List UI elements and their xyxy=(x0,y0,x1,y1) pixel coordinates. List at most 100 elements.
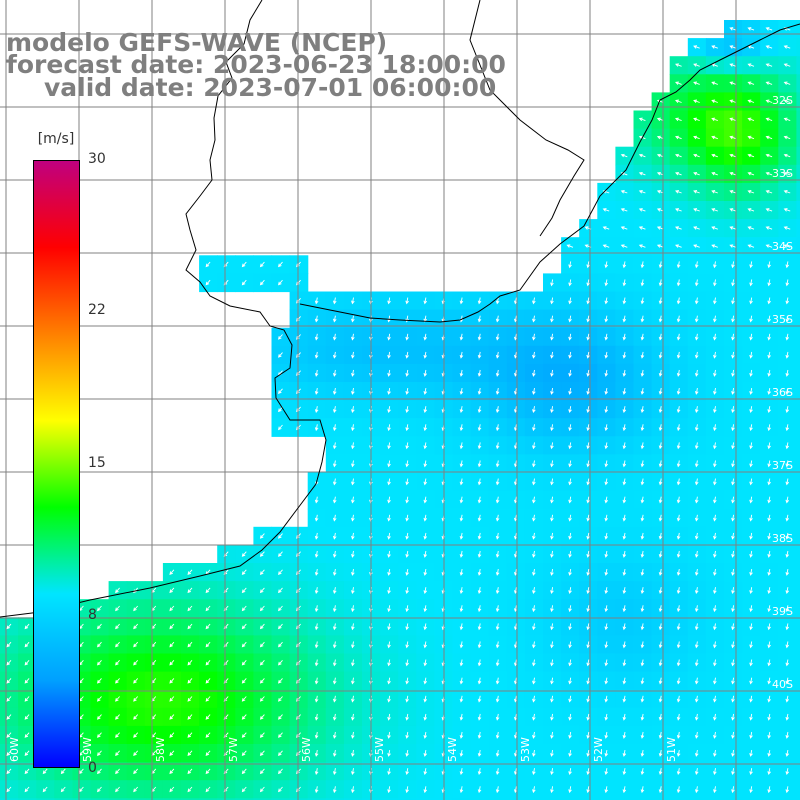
wind-arrow xyxy=(785,569,790,576)
wind-arrow xyxy=(259,623,265,630)
wind-arrow xyxy=(477,659,482,667)
wind-arrow xyxy=(24,696,30,702)
wind-arrow xyxy=(314,351,319,359)
wind-arrow xyxy=(767,532,771,540)
wind-arrow xyxy=(785,442,790,450)
wind-arrow xyxy=(423,605,428,613)
wind-arrow xyxy=(658,677,663,685)
wind-cell xyxy=(796,508,800,528)
wind-arrow xyxy=(351,388,355,395)
wind-arrow xyxy=(676,750,681,757)
wind-arrow xyxy=(658,532,663,540)
wind-arrow xyxy=(277,587,283,594)
wind-arrow xyxy=(205,605,211,612)
wind-arrow xyxy=(314,677,319,685)
wind-arrow xyxy=(351,424,355,432)
wind-arrow xyxy=(277,388,283,394)
wind-cell xyxy=(199,798,218,800)
wind-arrow xyxy=(767,786,771,794)
wind-cell xyxy=(796,38,800,57)
wind-arrow xyxy=(423,750,428,757)
wind-arrow xyxy=(694,713,699,721)
wind-arrow xyxy=(604,514,609,522)
wind-arrow xyxy=(187,750,193,756)
wind-arrow xyxy=(749,460,753,468)
wind-arrow xyxy=(675,99,682,103)
wind-arrow xyxy=(694,550,699,558)
wind-arrow xyxy=(495,659,500,667)
coastline xyxy=(0,0,327,618)
wind-arrow xyxy=(713,768,717,776)
wind-arrow xyxy=(676,605,681,613)
wind-arrow xyxy=(241,714,247,720)
wind-arrow xyxy=(694,369,699,377)
wind-arrow xyxy=(187,696,193,702)
wind-arrow xyxy=(387,388,391,395)
wind-arrow xyxy=(459,695,464,703)
wind-arrow xyxy=(550,496,554,504)
wind-arrow xyxy=(277,678,283,684)
wind-arrow xyxy=(550,786,554,794)
wind-arrow xyxy=(187,623,193,630)
wind-arrow xyxy=(314,315,319,323)
wind-arrow xyxy=(693,63,700,67)
wind-arrow xyxy=(749,315,753,323)
wind-arrow xyxy=(568,550,572,558)
wind-arrow xyxy=(676,406,681,414)
wind-arrow xyxy=(495,297,500,305)
wind-arrow xyxy=(332,496,337,504)
wind-arrow xyxy=(640,279,645,287)
wind-arrow xyxy=(241,551,247,557)
wind-arrow xyxy=(332,351,337,359)
wind-cell xyxy=(380,798,399,800)
wind-arrow xyxy=(550,550,554,558)
wind-arrow xyxy=(351,623,355,631)
wind-arrow xyxy=(658,315,663,323)
wind-arrow xyxy=(622,569,627,576)
wind-arrow xyxy=(622,514,627,522)
wind-arrow xyxy=(351,406,355,414)
wind-arrow xyxy=(241,641,247,648)
wind-arrow xyxy=(477,731,482,739)
wind-arrow xyxy=(241,587,247,594)
wind-arrow xyxy=(532,460,536,468)
wind-arrow xyxy=(713,659,717,667)
wind-arrow xyxy=(731,315,735,323)
wind-arrow xyxy=(495,460,500,468)
wind-arrow xyxy=(405,532,409,540)
wind-arrow xyxy=(314,623,319,631)
wind-cell xyxy=(271,798,291,800)
wind-arrow xyxy=(133,750,139,756)
wind-arrow xyxy=(586,623,590,631)
wind-arrow xyxy=(241,696,247,702)
wind-arrow xyxy=(387,695,391,703)
wind-arrow xyxy=(495,713,500,721)
wind-arrow xyxy=(205,279,211,286)
wind-arrow xyxy=(658,659,663,667)
wind-arrow xyxy=(477,315,482,323)
wind-arrow xyxy=(296,732,301,738)
wind-arrow xyxy=(423,514,428,522)
wind-arrow xyxy=(477,532,482,540)
wind-arrow xyxy=(459,406,464,414)
wind-arrow xyxy=(405,424,409,432)
wind-arrow xyxy=(96,786,102,793)
wind-arrow xyxy=(747,226,755,230)
wind-arrow xyxy=(96,696,102,702)
wind-arrow xyxy=(675,81,682,85)
wind-arrow xyxy=(550,641,554,649)
wind-arrow xyxy=(747,153,755,158)
wind-arrow xyxy=(405,750,409,757)
wind-arrow xyxy=(783,117,791,122)
wind-arrow xyxy=(459,623,464,631)
wind-arrow xyxy=(658,641,663,649)
wind-arrow xyxy=(622,261,627,269)
wind-arrow xyxy=(640,731,645,739)
wind-arrow xyxy=(205,660,211,666)
wind-arrow xyxy=(405,641,409,649)
wind-arrow xyxy=(693,45,700,49)
wind-arrow xyxy=(604,496,609,504)
wind-arrow xyxy=(568,388,572,395)
wind-arrow xyxy=(622,550,627,558)
